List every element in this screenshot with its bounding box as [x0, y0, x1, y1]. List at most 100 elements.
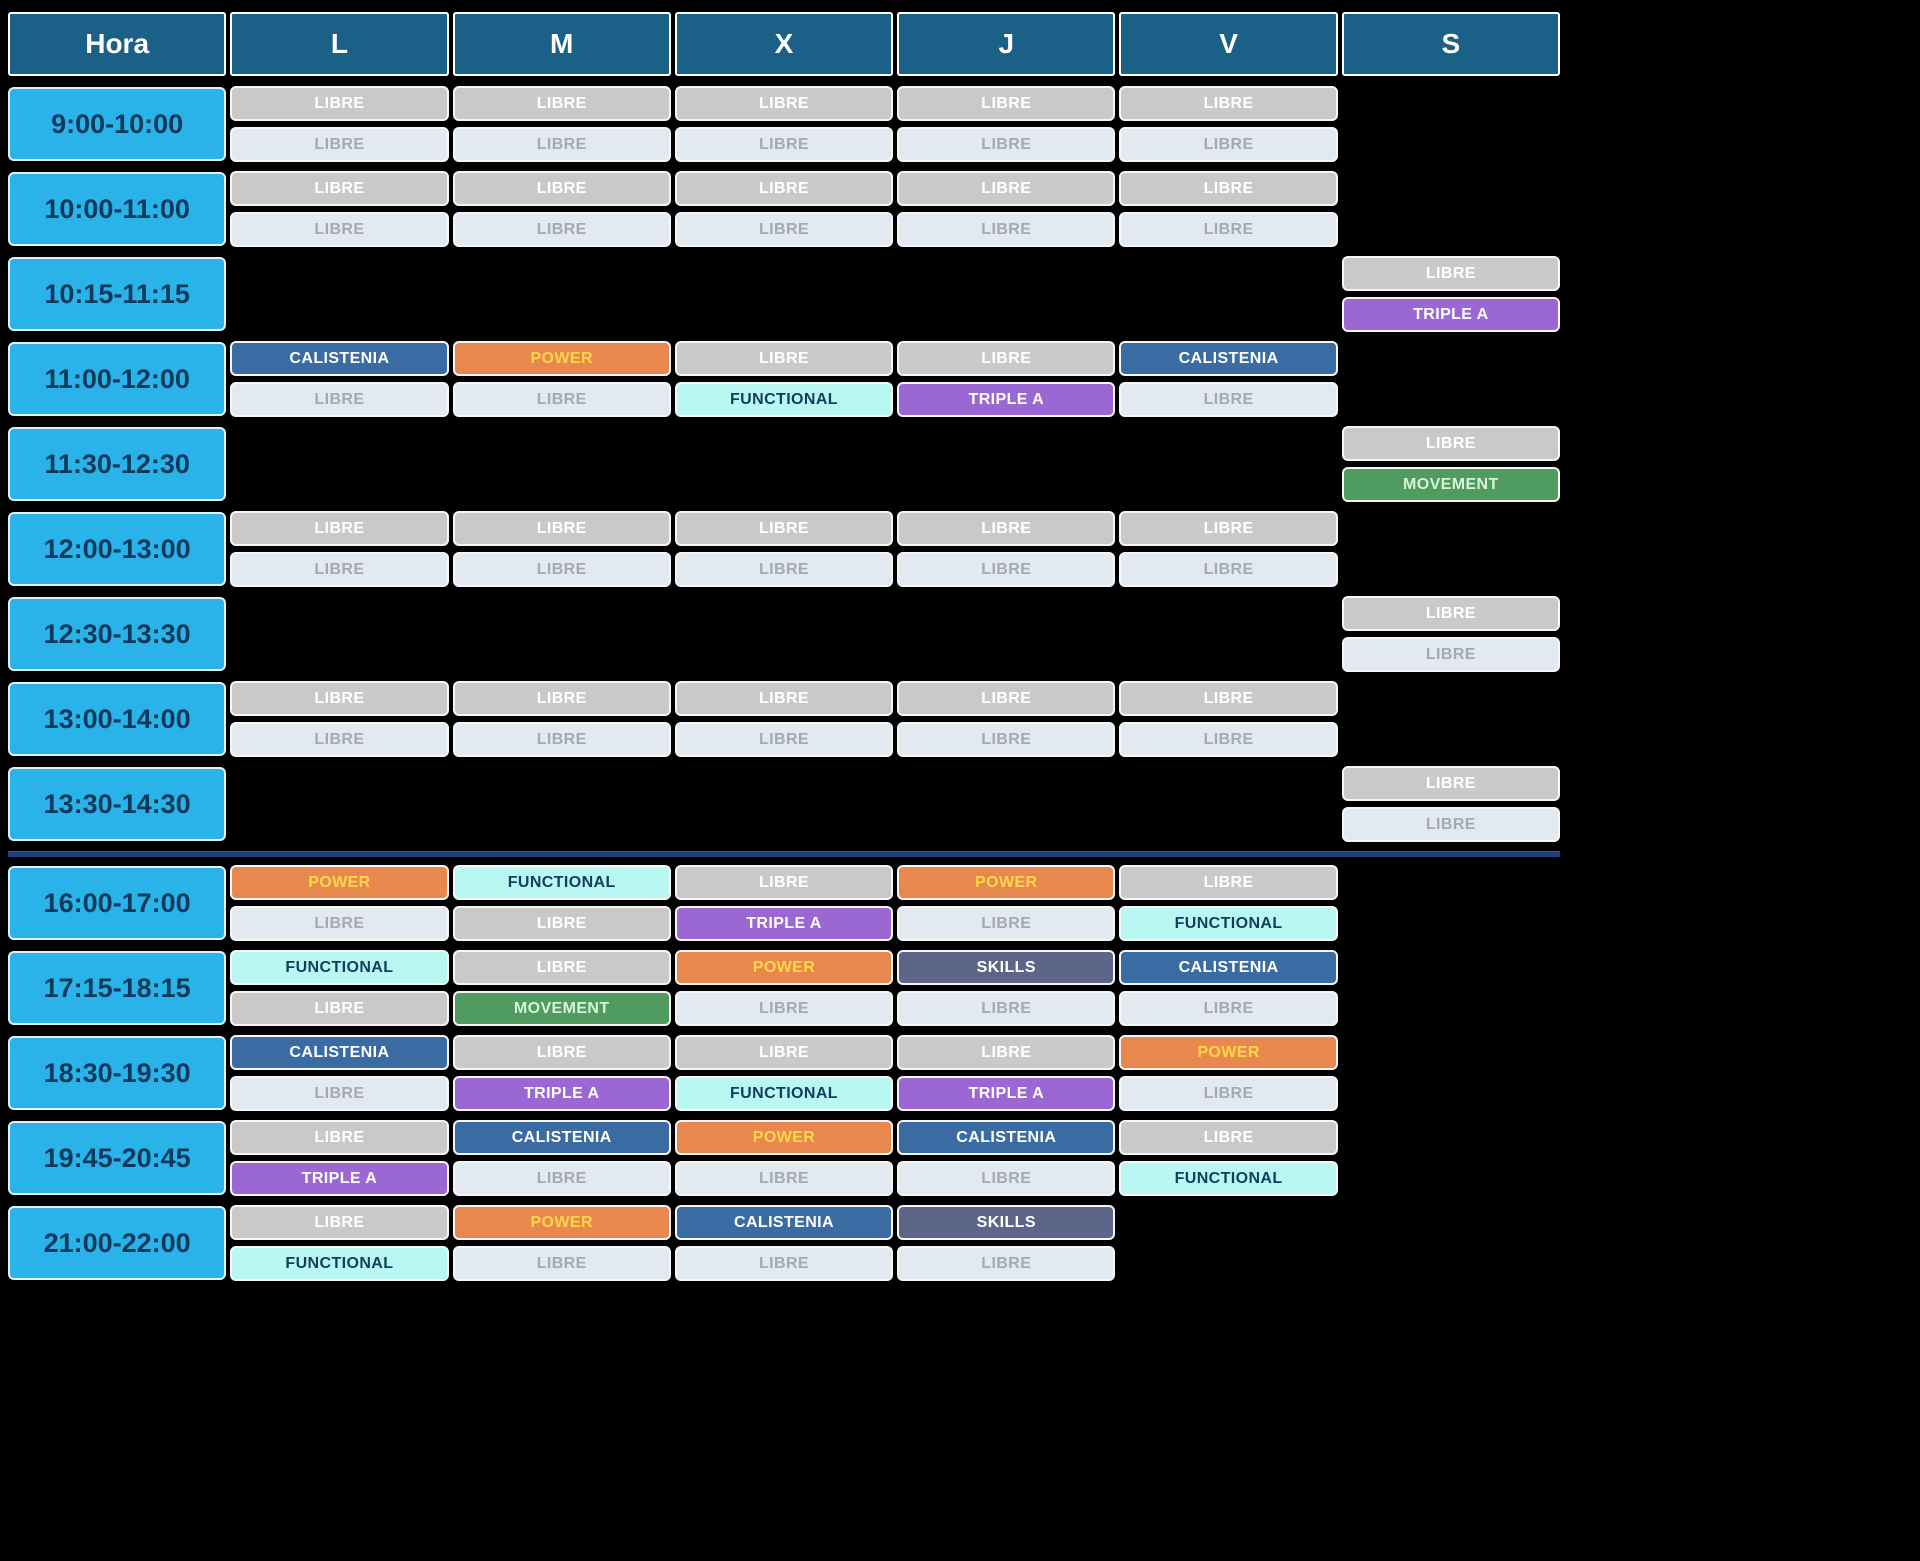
class-slot-calistenia[interactable]: CALISTENIA — [230, 341, 449, 376]
class-slot-libre-dark[interactable]: LIBRE — [674, 86, 894, 121]
class-slot-libre-light[interactable]: LIBRE — [674, 212, 894, 247]
class-slot-movement[interactable]: MOVEMENT — [452, 991, 671, 1026]
class-slot-libre-dark[interactable]: LIBRE — [1119, 865, 1338, 900]
class-slot-triple-a[interactable]: TRIPLE A — [452, 1076, 671, 1111]
class-slot-libre-light[interactable]: LIBRE — [230, 1076, 449, 1111]
class-slot-functional[interactable]: FUNCTIONAL — [230, 950, 449, 985]
class-slot-libre-dark[interactable]: LIBRE — [674, 865, 894, 900]
class-slot-libre-dark[interactable]: LIBRE — [230, 171, 449, 206]
class-slot-libre-dark[interactable]: LIBRE — [230, 991, 449, 1026]
class-slot-libre-light[interactable]: LIBRE — [897, 127, 1116, 162]
class-slot-libre-light[interactable]: LIBRE — [452, 552, 671, 587]
class-slot-libre-light[interactable]: LIBRE — [230, 552, 449, 587]
class-slot-libre-dark[interactable]: LIBRE — [1119, 1120, 1338, 1155]
class-slot-functional[interactable]: FUNCTIONAL — [674, 1076, 894, 1111]
class-slot-libre-dark[interactable]: LIBRE — [1341, 766, 1560, 801]
class-slot-libre-light[interactable]: LIBRE — [897, 991, 1116, 1026]
class-slot-libre-light[interactable]: LIBRE — [1119, 382, 1338, 417]
class-slot-libre-dark[interactable]: LIBRE — [1119, 171, 1338, 206]
class-slot-libre-light[interactable]: LIBRE — [1119, 1076, 1338, 1111]
class-slot-libre-dark[interactable]: LIBRE — [897, 681, 1116, 716]
class-slot-triple-a[interactable]: TRIPLE A — [897, 1076, 1116, 1111]
class-slot-libre-dark[interactable]: LIBRE — [230, 1205, 449, 1240]
class-slot-libre-light[interactable]: LIBRE — [452, 1246, 671, 1281]
class-slot-triple-a[interactable]: TRIPLE A — [674, 906, 894, 941]
class-slot-libre-dark[interactable]: LIBRE — [897, 86, 1116, 121]
class-slot-libre-dark[interactable]: LIBRE — [674, 171, 894, 206]
class-slot-libre-light[interactable]: LIBRE — [897, 722, 1116, 757]
class-slot-libre-dark[interactable]: LIBRE — [1119, 681, 1338, 716]
class-slot-libre-light[interactable]: LIBRE — [897, 212, 1116, 247]
class-slot-libre-light[interactable]: LIBRE — [1341, 637, 1560, 672]
class-slot-libre-light[interactable]: LIBRE — [230, 906, 449, 941]
class-slot-triple-a[interactable]: TRIPLE A — [897, 382, 1116, 417]
class-slot-libre-light[interactable]: LIBRE — [230, 127, 449, 162]
class-slot-libre-dark[interactable]: LIBRE — [1341, 596, 1560, 631]
class-slot-libre-dark[interactable]: LIBRE — [230, 681, 449, 716]
class-slot-libre-light[interactable]: LIBRE — [897, 1246, 1116, 1281]
class-slot-libre-light[interactable]: LIBRE — [452, 212, 671, 247]
class-slot-libre-dark[interactable]: LIBRE — [674, 1035, 894, 1070]
class-slot-libre-light[interactable]: LIBRE — [1119, 212, 1338, 247]
class-slot-calistenia[interactable]: CALISTENIA — [230, 1035, 449, 1070]
class-slot-functional[interactable]: FUNCTIONAL — [1119, 1161, 1338, 1196]
class-slot-libre-light[interactable]: LIBRE — [1119, 991, 1338, 1026]
class-slot-libre-light[interactable]: LIBRE — [1119, 722, 1338, 757]
class-slot-libre-dark[interactable]: LIBRE — [452, 511, 671, 546]
class-slot-libre-dark[interactable]: LIBRE — [230, 511, 449, 546]
class-slot-libre-dark[interactable]: LIBRE — [897, 171, 1116, 206]
class-slot-libre-light[interactable]: LIBRE — [897, 906, 1116, 941]
class-slot-libre-light[interactable]: LIBRE — [1119, 127, 1338, 162]
class-slot-libre-light[interactable]: LIBRE — [674, 722, 894, 757]
class-slot-movement[interactable]: MOVEMENT — [1341, 467, 1560, 502]
class-slot-libre-dark[interactable]: LIBRE — [674, 511, 894, 546]
class-slot-libre-dark[interactable]: LIBRE — [897, 511, 1116, 546]
class-slot-functional[interactable]: FUNCTIONAL — [1119, 906, 1338, 941]
class-slot-triple-a[interactable]: TRIPLE A — [1341, 297, 1560, 332]
class-slot-libre-dark[interactable]: LIBRE — [897, 341, 1116, 376]
class-slot-libre-light[interactable]: LIBRE — [674, 552, 894, 587]
class-slot-skills[interactable]: SKILLS — [897, 1205, 1116, 1240]
class-slot-libre-light[interactable]: LIBRE — [674, 991, 894, 1026]
class-slot-libre-light[interactable]: LIBRE — [674, 1161, 894, 1196]
class-slot-libre-light[interactable]: LIBRE — [897, 552, 1116, 587]
class-slot-power[interactable]: POWER — [452, 341, 671, 376]
class-slot-libre-dark[interactable]: LIBRE — [674, 341, 894, 376]
class-slot-calistenia[interactable]: CALISTENIA — [452, 1120, 671, 1155]
class-slot-libre-light[interactable]: LIBRE — [230, 382, 449, 417]
class-slot-libre-light[interactable]: LIBRE — [452, 1161, 671, 1196]
class-slot-libre-light[interactable]: LIBRE — [230, 212, 449, 247]
class-slot-libre-dark[interactable]: LIBRE — [230, 86, 449, 121]
class-slot-libre-dark[interactable]: LIBRE — [1341, 426, 1560, 461]
class-slot-functional[interactable]: FUNCTIONAL — [452, 865, 671, 900]
class-slot-libre-dark[interactable]: LIBRE — [452, 86, 671, 121]
class-slot-libre-dark[interactable]: LIBRE — [897, 1035, 1116, 1070]
class-slot-libre-dark[interactable]: LIBRE — [1119, 511, 1338, 546]
class-slot-power[interactable]: POWER — [674, 950, 894, 985]
class-slot-libre-light[interactable]: LIBRE — [1341, 807, 1560, 842]
class-slot-libre-light[interactable]: LIBRE — [1119, 552, 1338, 587]
class-slot-libre-dark[interactable]: LIBRE — [452, 950, 671, 985]
class-slot-libre-dark[interactable]: LIBRE — [452, 906, 671, 941]
class-slot-triple-a[interactable]: TRIPLE A — [230, 1161, 449, 1196]
class-slot-power[interactable]: POWER — [230, 865, 449, 900]
class-slot-libre-light[interactable]: LIBRE — [230, 722, 449, 757]
class-slot-libre-light[interactable]: LIBRE — [452, 382, 671, 417]
class-slot-calistenia[interactable]: CALISTENIA — [897, 1120, 1116, 1155]
class-slot-libre-dark[interactable]: LIBRE — [1119, 86, 1338, 121]
class-slot-libre-dark[interactable]: LIBRE — [674, 681, 894, 716]
class-slot-libre-light[interactable]: LIBRE — [674, 1246, 894, 1281]
class-slot-libre-dark[interactable]: LIBRE — [452, 681, 671, 716]
class-slot-skills[interactable]: SKILLS — [897, 950, 1116, 985]
class-slot-power[interactable]: POWER — [1119, 1035, 1338, 1070]
class-slot-libre-dark[interactable]: LIBRE — [452, 171, 671, 206]
class-slot-power[interactable]: POWER — [674, 1120, 894, 1155]
class-slot-libre-light[interactable]: LIBRE — [452, 722, 671, 757]
class-slot-power[interactable]: POWER — [897, 865, 1116, 900]
class-slot-functional[interactable]: FUNCTIONAL — [230, 1246, 449, 1281]
class-slot-libre-dark[interactable]: LIBRE — [452, 1035, 671, 1070]
class-slot-power[interactable]: POWER — [452, 1205, 671, 1240]
class-slot-calistenia[interactable]: CALISTENIA — [1119, 950, 1338, 985]
class-slot-calistenia[interactable]: CALISTENIA — [1119, 341, 1338, 376]
class-slot-libre-light[interactable]: LIBRE — [452, 127, 671, 162]
